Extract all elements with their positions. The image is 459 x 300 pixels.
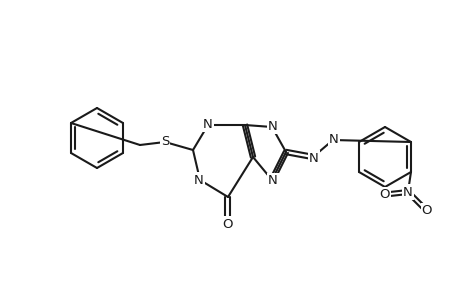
Text: N: N bbox=[268, 175, 277, 188]
Text: N: N bbox=[402, 185, 412, 199]
Text: O: O bbox=[379, 188, 389, 202]
Text: N: N bbox=[268, 119, 277, 133]
Text: N: N bbox=[194, 173, 203, 187]
Text: N: N bbox=[203, 118, 213, 130]
Text: N: N bbox=[308, 152, 318, 164]
Text: O: O bbox=[222, 218, 233, 230]
Text: S: S bbox=[161, 134, 169, 148]
Text: N: N bbox=[328, 133, 338, 146]
Text: O: O bbox=[421, 205, 431, 218]
